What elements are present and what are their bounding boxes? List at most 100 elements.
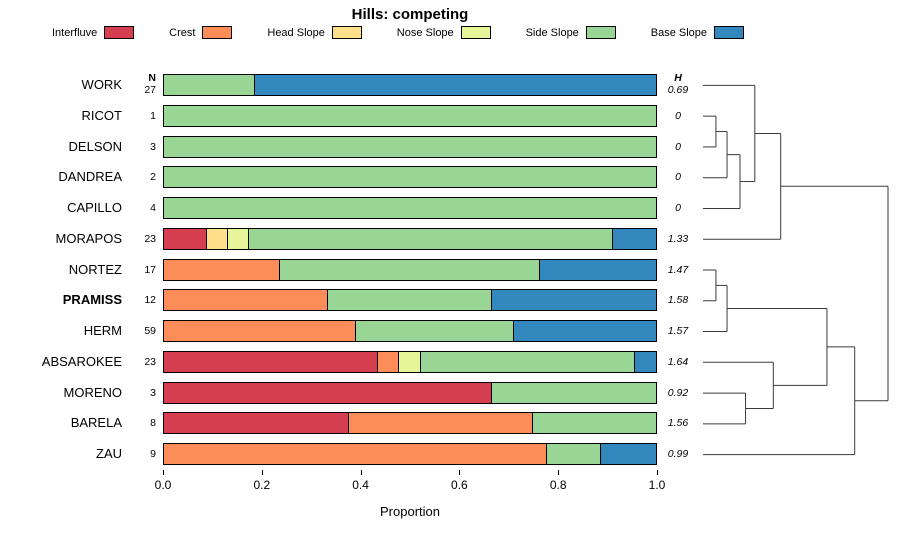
n-value: 9 <box>150 448 156 461</box>
legend-swatch <box>331 26 362 39</box>
stacked-bar <box>163 104 657 127</box>
bar-segment-base-slope <box>540 259 656 280</box>
h-value: 1.47 <box>667 263 689 276</box>
n-value: 3 <box>150 140 156 153</box>
bar-segment-side-slope <box>279 259 541 280</box>
stacked-bar <box>163 350 657 373</box>
n-value: 4 <box>150 202 156 215</box>
h-value: 1.56 <box>667 417 689 430</box>
h-value: H 0.69 <box>661 70 695 103</box>
legend-swatch <box>585 26 616 39</box>
legend-item: Side Slope <box>526 26 616 39</box>
x-tick-mark <box>360 470 362 475</box>
h-value: 0 <box>675 171 681 184</box>
legend-swatch <box>714 26 744 39</box>
stacked-bar <box>163 412 657 435</box>
plot-area <box>163 70 657 470</box>
bar-segment-side-slope <box>533 413 656 434</box>
row-label: MORENO <box>63 384 123 400</box>
h-value: 1.33 <box>667 232 689 245</box>
h-column: H 0.69 0 0 0 0 1.33 1.47 1.58 1.57 1.64 0.92 1.56 0.9… <box>661 70 695 470</box>
bar-segment-interfluve <box>164 351 379 372</box>
h-value: 0.99 <box>667 448 689 461</box>
bar-segment-base-slope <box>255 75 656 95</box>
n-value: 1 <box>150 109 156 122</box>
h-value: 0 <box>675 202 681 215</box>
n-header: N <box>148 72 156 84</box>
stacked-bar <box>163 258 657 281</box>
n-value: 59 <box>144 325 156 338</box>
h-value: 0.92 <box>667 386 689 399</box>
bar-segment-nose-slope <box>399 351 421 372</box>
stacked-bar <box>163 166 657 189</box>
row-labels: WORK RICOT DELSON DANDREA CAPILLO MORAPOS NORT… <box>0 70 122 470</box>
n-value: 12 <box>144 294 156 307</box>
bar-segment-side-slope <box>164 198 656 219</box>
h-value-text: 0.69 <box>667 84 689 96</box>
stacked-bar <box>163 227 657 250</box>
bar-segment-base-slope <box>601 444 656 465</box>
x-axis-label: Proportion <box>380 504 440 519</box>
row-label: ABSAROKEE <box>41 353 122 369</box>
n-value: N 27 <box>128 70 158 101</box>
x-tick-label: 0.6 <box>451 478 468 492</box>
legend-item: Base Slope <box>651 26 744 39</box>
n-value: 23 <box>144 355 156 368</box>
x-tick-mark <box>459 470 461 475</box>
n-value-text: 27 <box>144 84 156 96</box>
n-value: 17 <box>144 263 156 276</box>
x-tick-label: 1.0 <box>648 478 666 492</box>
legend-item: Nose Slope <box>397 26 491 39</box>
bar-segment-side-slope <box>546 444 602 465</box>
bar-segment-base-slope <box>613 228 656 249</box>
x-tick-label: 0.4 <box>352 478 369 492</box>
bar-segment-side-slope <box>327 290 493 311</box>
h-value: 1.58 <box>667 294 689 307</box>
bar-segment-crest <box>164 444 547 465</box>
bar-segment-interfluve <box>164 382 493 403</box>
legend-label: Head Slope <box>267 26 325 39</box>
row-label: NORTEZ <box>68 261 122 277</box>
bar-segment-base-slope <box>514 321 656 342</box>
bar-segment-side-slope <box>492 382 656 403</box>
legend-swatch <box>460 26 491 39</box>
bar-segment-side-slope <box>164 75 256 95</box>
x-axis: 0.0 0.2 0.4 0.6 0.8 1.0 <box>155 470 665 500</box>
dendrogram <box>703 84 889 456</box>
n-value: 23 <box>144 232 156 245</box>
n-column: N 27 1 3 2 4 23 17 12 59 23 3 8 9 <box>128 70 158 470</box>
legend-item: Head Slope <box>267 26 362 39</box>
chart-title: Hills: competing <box>351 6 469 23</box>
legend: Interfluve Crest Head Slope Nose Slope Side … <box>52 26 744 39</box>
x-tick-label: 0.8 <box>549 478 567 492</box>
x-tick-label: 0.2 <box>253 478 271 492</box>
bar-segment-crest <box>164 259 280 280</box>
stacked-bar <box>163 135 657 158</box>
bar-segment-side-slope <box>164 167 656 188</box>
h-value: 1.57 <box>667 325 689 338</box>
legend-swatch <box>104 26 135 39</box>
row-label: HERM <box>83 323 122 339</box>
n-value: 2 <box>150 171 156 184</box>
bar-segment-head-slope <box>206 228 228 249</box>
row-label: BARELA <box>70 415 122 431</box>
legend-item: Interfluve <box>52 26 135 39</box>
row-label: WORK <box>81 77 122 92</box>
x-tick-mark <box>657 470 658 475</box>
x-tick-mark <box>261 470 263 475</box>
legend-swatch <box>202 26 233 39</box>
h-header: H <box>674 72 682 84</box>
bar-segment-interfluve <box>164 228 207 249</box>
n-value: 3 <box>150 386 156 399</box>
bar-segment-base-slope <box>634 351 656 372</box>
bar-segment-side-slope <box>164 136 656 157</box>
h-value: 1.64 <box>667 355 689 368</box>
row-label: MORAPOS <box>55 230 122 246</box>
stacked-bar <box>163 381 657 404</box>
h-value: 0 <box>675 140 681 153</box>
legend-label: Crest <box>169 26 196 39</box>
bar-segment-crest <box>164 290 328 311</box>
bar-segment-side-slope <box>355 321 515 342</box>
bar-segment-side-slope <box>420 351 635 372</box>
